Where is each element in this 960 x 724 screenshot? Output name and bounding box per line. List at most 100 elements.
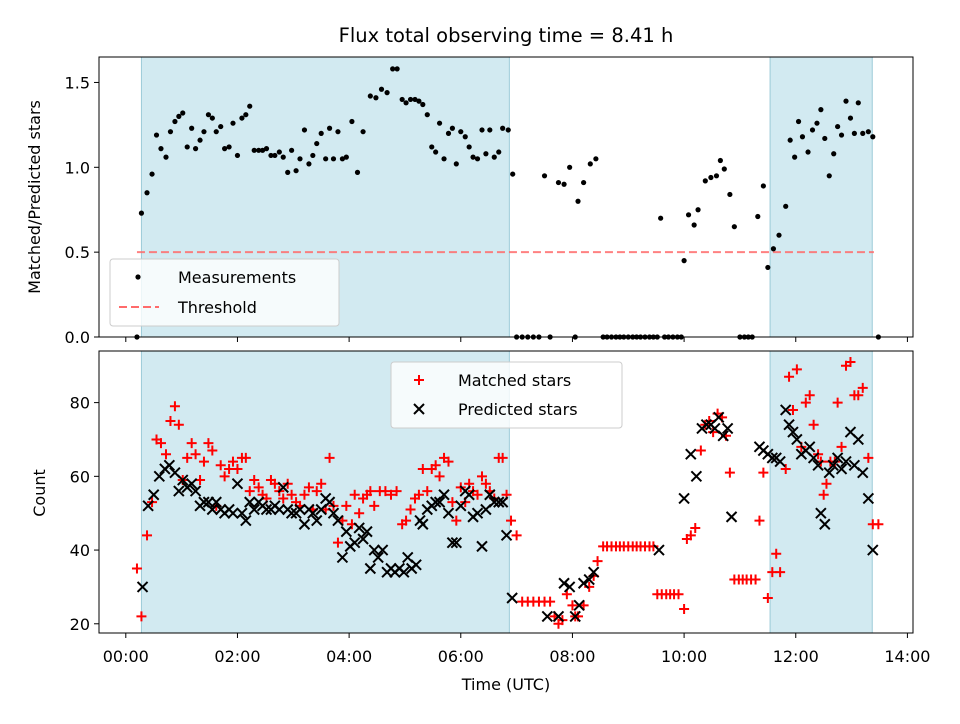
measurement-point [180, 110, 186, 116]
measurement-point [153, 132, 160, 138]
matched-star-point [511, 530, 522, 541]
matched-star-point [476, 471, 487, 482]
matched-star-point [349, 489, 360, 500]
y-tick-label: 1.5 [65, 73, 90, 92]
measurement-point [163, 154, 169, 160]
measurement-point [176, 113, 182, 119]
predicted-star-point [807, 452, 820, 464]
matched-star-point [762, 592, 773, 603]
measurement-point [192, 146, 199, 152]
measurement-point [184, 144, 190, 150]
measurement-point [466, 144, 472, 150]
measurement-point [318, 130, 324, 136]
measurement-point [491, 154, 497, 160]
predicted-star-point [206, 503, 219, 516]
matched-star-point [227, 456, 238, 467]
matched-star-point [182, 452, 193, 463]
matched-star-point [253, 482, 264, 493]
matched-star-point [853, 390, 864, 401]
matched-star-point [136, 611, 147, 622]
matched-star-point [724, 467, 735, 478]
measurement-point [323, 156, 329, 162]
matched-star-point [316, 478, 327, 489]
measurement-point [201, 129, 207, 135]
matched-star-point [385, 489, 396, 500]
predicted-star-point [323, 496, 336, 508]
measurement-point [360, 129, 366, 135]
predicted-star-point [153, 470, 166, 483]
measurement-point [575, 198, 581, 204]
measurement-point [500, 125, 506, 131]
matched-star-point [391, 486, 402, 497]
predicted-star-point [210, 496, 222, 508]
matched-star-point [758, 467, 769, 478]
predicted-star-point [569, 610, 581, 623]
predicted-star-point [260, 503, 273, 516]
measurement-point [658, 215, 664, 221]
y-tick-label: 40 [70, 541, 90, 560]
predicted-star-point [780, 404, 792, 416]
matched-star-point [845, 357, 856, 368]
matched-star-point [673, 589, 684, 600]
matched-star-point [417, 463, 428, 474]
matched-star-point [497, 452, 508, 463]
predicted-star-point [376, 544, 389, 556]
predicted-star-point [364, 562, 377, 575]
predicted-star-point [496, 496, 509, 508]
predicted-star-point [835, 463, 848, 475]
matched-star-point [160, 449, 171, 460]
matched-star-point [771, 548, 782, 559]
predicted-star-point [463, 489, 475, 501]
predicted-star-point [493, 496, 505, 508]
measurement-point [399, 96, 405, 103]
matched-star-point [780, 463, 791, 474]
predicted-star-point [240, 514, 252, 527]
legend-measurements-label: Measurements [178, 268, 296, 287]
matched-star-point [695, 445, 706, 456]
predicted-star-point [852, 433, 864, 446]
predicted-star-point [277, 481, 289, 494]
matched-star-point [401, 515, 412, 526]
matched-star-point [219, 471, 230, 482]
measurement-point [843, 98, 849, 104]
matched-star-point [685, 530, 696, 541]
predicted-star-point [410, 559, 422, 571]
matched-star-point [857, 382, 868, 393]
predicted-star-point [766, 452, 779, 464]
measurement-point [721, 166, 727, 172]
measurement-point [172, 118, 178, 125]
measurement-point [870, 134, 876, 140]
measurement-point [189, 125, 195, 131]
predicted-star-point [552, 610, 565, 623]
predicted-star-point [361, 525, 373, 538]
predicted-star-point [398, 566, 410, 578]
predicted-star-point [558, 577, 570, 589]
matched-star-point [422, 486, 433, 497]
bottom-y-axis-label: Count [30, 469, 49, 517]
measurement-point [218, 123, 224, 130]
measurement-point [847, 115, 854, 121]
axes-frame [98, 350, 914, 634]
measurement-point [197, 137, 203, 143]
matched-star-point [480, 478, 491, 489]
predicted-star-point [348, 536, 361, 549]
predicted-star-point [717, 430, 729, 442]
matched-star-point [434, 471, 445, 482]
matched-star-point [354, 508, 365, 519]
bottom-panel: 20 40 60 80 00:00 02:00 04:00 06:00 08:00 10:00 12… [70, 350, 930, 666]
measurement-point [247, 103, 253, 109]
measurement-point [814, 120, 820, 126]
measurement-point [272, 152, 278, 159]
matched-star-point [232, 463, 243, 474]
predicted-star-point [357, 533, 369, 545]
measurement-point [826, 173, 832, 179]
predicted-star-point [471, 507, 484, 519]
measurement-point [407, 96, 414, 103]
matched-star-point [787, 404, 798, 415]
measurement-point [474, 156, 481, 162]
predicted-star-point [583, 573, 595, 586]
predicted-star-point [840, 455, 852, 468]
predicted-star-point [227, 507, 239, 519]
measurement-point [765, 264, 771, 271]
measurement-point [222, 146, 228, 152]
